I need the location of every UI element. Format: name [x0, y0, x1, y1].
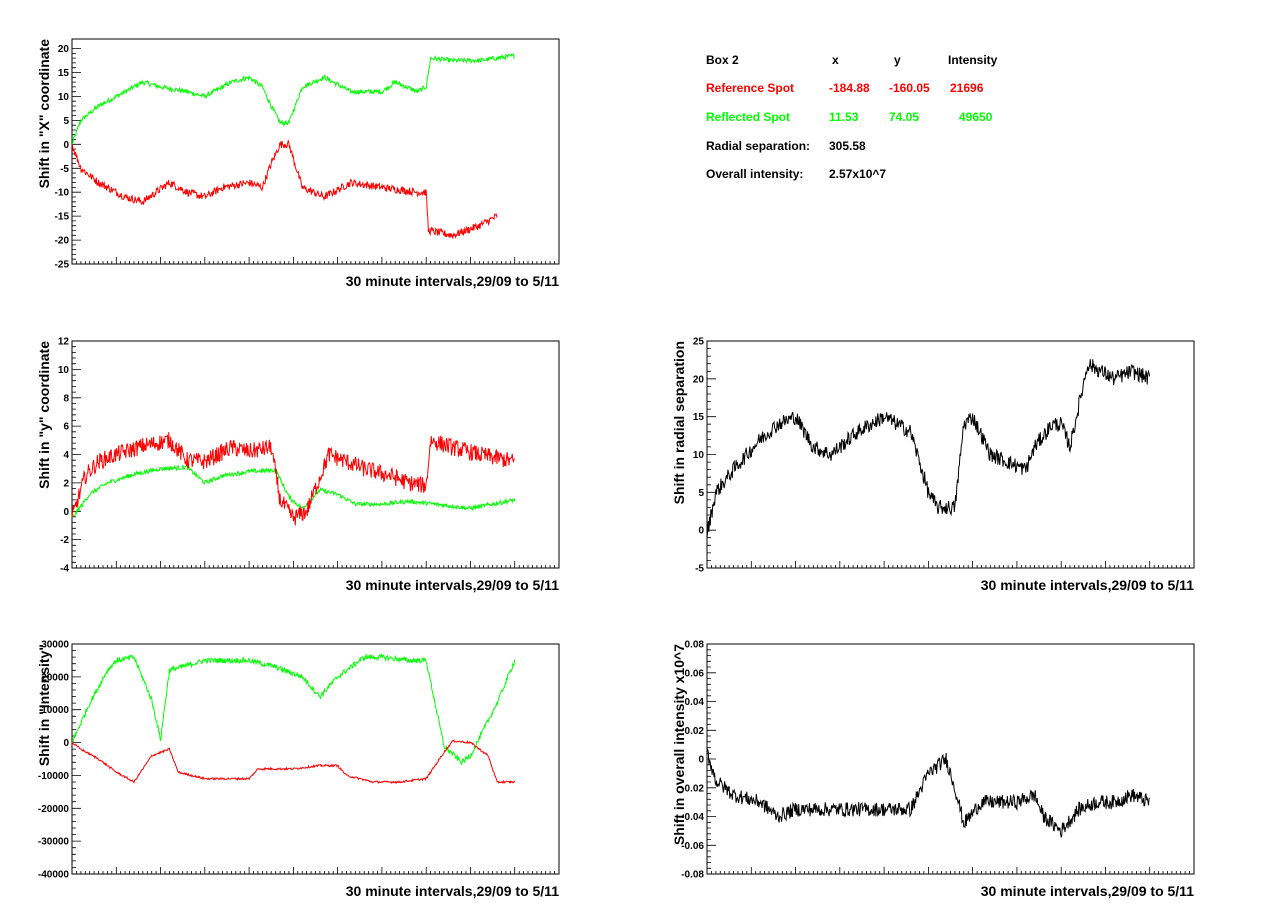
y-tick-label: 15 [693, 412, 705, 423]
x-axis-label: 30 minute intervals,29/09 to 5/11 [346, 577, 559, 593]
y-shift-series-0 [71, 464, 516, 518]
y-tick-label: 0.06 [685, 668, 705, 679]
radial-shift-chart: 25 20 15 10 5 0 -5 30 minute intervals,29/09 to… [671, 337, 1195, 593]
y-tick-label: 12 [58, 337, 70, 348]
reflected-spot-x: 11.53 [829, 110, 859, 124]
plot-frame [71, 643, 560, 875]
y-axis-ticks [707, 643, 716, 875]
info-col-y: y [894, 53, 901, 67]
y-tick-label: 5 [698, 488, 704, 499]
y-axis-label: Shift in overall intensity x10^7 [671, 644, 687, 845]
reference-spot-y: -160.05 [889, 81, 930, 95]
overall-shift-chart: 0.08 0.06 0.04 0.02 0 -0.02 -0.04 -0.06 -0.08 30 … [671, 640, 1195, 899]
y-tick-label: -10000 [38, 771, 70, 782]
y-tick-label: -0.08 [681, 870, 704, 881]
y-tick-label: -10 [55, 188, 70, 199]
y-tick-label: 25 [693, 337, 705, 348]
x-axis-label: 30 minute intervals,29/09 to 5/11 [346, 273, 559, 289]
x-shift-series-1 [71, 139, 498, 240]
intensity-shift-series-0 [71, 652, 516, 765]
reference-spot-x: -184.88 [829, 81, 870, 95]
y-axis-label: Shift in "X" coordinate [36, 39, 52, 189]
y-axis-ticks [72, 48, 81, 265]
info-col-x: x [832, 53, 839, 67]
x-axis-label: 30 minute intervals,29/09 to 5/11 [981, 883, 1194, 899]
y-tick-label: 15 [58, 68, 70, 79]
y-tick-label: -0.06 [681, 841, 704, 852]
y-tick-label: 6 [63, 422, 69, 433]
y-tick-label: -20 [55, 236, 70, 247]
x-axis-ticks [71, 561, 560, 568]
x-axis-label: 30 minute intervals,29/09 to 5/11 [346, 883, 559, 899]
y-tick-label: 20 [58, 44, 70, 55]
overall-intensity-label: Overall intensity: [706, 167, 804, 181]
y-tick-label: -30000 [38, 837, 70, 848]
y-tick-label: -20000 [38, 804, 70, 815]
y-tick-label: 0 [63, 507, 69, 518]
y-axis-ticks [707, 340, 716, 569]
y-tick-label: -40000 [38, 870, 70, 881]
intensity-shift-chart: 30000 20000 10000 0 -10000 -20000 -30000 -40000… [36, 640, 560, 899]
y-tick-label: 4 [63, 450, 69, 461]
y-tick-label: 0.04 [685, 697, 705, 708]
y-tick-label: 10000 [41, 705, 69, 716]
y-axis-ticks [72, 643, 81, 875]
y-axis-label: Shift in "Intensity" [36, 644, 52, 766]
x-axis-ticks [706, 867, 1195, 874]
plot-frame [706, 643, 1195, 875]
reflected-spot-label: Reflected Spot [706, 110, 791, 124]
x-axis-label: 30 minute intervals,29/09 to 5/11 [981, 577, 1194, 593]
y-tick-label: 10 [58, 92, 70, 103]
x-shift-series-0 [71, 53, 515, 145]
radial-shift-series-0 [706, 359, 1151, 538]
y-axis-label: Shift in "y" coordinate [36, 341, 52, 489]
plot-frame [71, 38, 560, 265]
x-axis-ticks [706, 561, 1195, 568]
y-tick-label: -5 [60, 164, 69, 175]
reflected-spot-intensity: 49650 [959, 110, 993, 124]
radial-separation-label: Radial separation: [706, 139, 811, 153]
y-tick-label: -25 [55, 260, 70, 271]
reference-spot-label: Reference Spot [706, 81, 795, 95]
radial-separation-value: 305.58 [829, 139, 866, 153]
y-axis-label: Shift in radial separation [671, 341, 687, 504]
y-tick-label: 5 [63, 116, 69, 127]
y-tick-label: -5 [695, 564, 704, 575]
y-tick-label: 0 [63, 140, 69, 151]
y-shift-series-1 [71, 432, 516, 526]
y-tick-label: -0.04 [681, 812, 704, 823]
y-shift-chart: 12 10 8 6 4 2 0 -2 -4 30 minute intervals,29/09 t… [36, 337, 560, 593]
overall-shift-series-0 [706, 748, 1150, 838]
reflected-spot-y: 74.05 [889, 110, 920, 124]
y-tick-label: -4 [60, 564, 69, 575]
y-tick-label: -0.02 [681, 783, 704, 794]
y-tick-label: -2 [60, 535, 69, 546]
x-axis-ticks [71, 257, 560, 264]
y-tick-label: 0.08 [685, 640, 705, 651]
reference-spot-intensity: 21696 [950, 81, 984, 95]
y-tick-label: 0 [698, 526, 704, 537]
x-shift-chart: 20 15 10 5 0 -5 -10 -15 -20 -25 30 minute interval… [36, 38, 560, 289]
intensity-shift-series-1 [71, 739, 516, 785]
overall-intensity-value: 2.57x10^7 [829, 167, 887, 181]
y-tick-label: 0 [63, 738, 69, 749]
info-title: Box 2 [706, 53, 739, 67]
y-tick-label: 20000 [41, 672, 69, 683]
y-tick-label: 30000 [41, 640, 69, 651]
y-tick-label: 2 [63, 478, 69, 489]
y-tick-label: 10 [58, 365, 70, 376]
y-tick-label: -15 [55, 212, 70, 223]
y-tick-label: 8 [63, 393, 69, 404]
info-col-intensity: Intensity [948, 53, 998, 67]
x-axis-ticks [71, 867, 560, 874]
y-tick-label: 20 [693, 374, 705, 385]
y-tick-label: 0.02 [685, 726, 705, 737]
y-tick-label: 10 [693, 450, 705, 461]
y-axis-ticks [72, 340, 81, 569]
y-tick-label: 0 [698, 755, 704, 766]
